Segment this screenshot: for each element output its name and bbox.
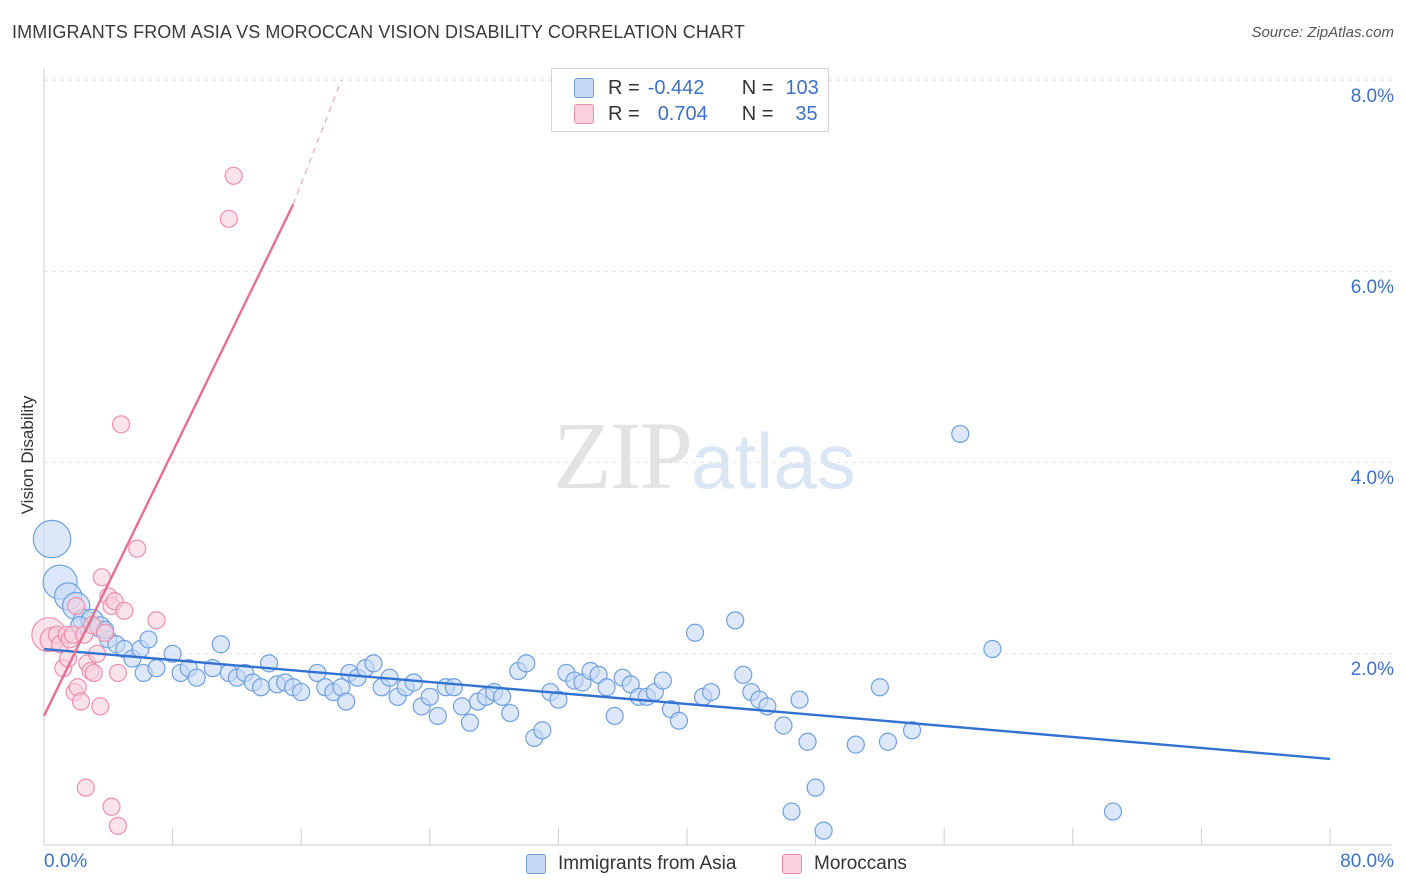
data-point-asia: [139, 630, 158, 649]
legend-n-label: N =: [741, 102, 774, 125]
x-tick-label-max: 80.0%: [1340, 851, 1394, 872]
correlation-legend: R = -0.442 N = 103 R = 0.704 N = 35: [551, 68, 829, 132]
data-point-asia: [798, 732, 817, 751]
data-point-asia: [806, 778, 825, 797]
data-point-moroccans: [108, 816, 128, 835]
data-point-asia: [337, 692, 356, 711]
series-swatch-moroccans: [782, 854, 802, 874]
data-point-asia: [292, 682, 311, 702]
data-point-asia: [782, 802, 801, 821]
data-point-asia: [1103, 802, 1123, 821]
data-point-asia: [669, 711, 689, 730]
data-point-asia: [814, 821, 833, 840]
data-point-asia: [533, 721, 552, 740]
series-legend: Immigrants from Asia Moroccans: [0, 851, 1406, 879]
series-label-moroccans: Moroccans: [814, 853, 907, 874]
trend-line-extension-moroccans: [292, 80, 342, 205]
data-point-asia: [428, 706, 447, 726]
data-point-asia: [364, 654, 383, 673]
data-point-asia: [653, 671, 672, 690]
data-point-moroccans: [91, 697, 110, 716]
legend-n-value: 35: [795, 102, 818, 125]
data-point-moroccans: [67, 596, 86, 616]
data-point-asia: [685, 623, 705, 642]
data-point-moroccans: [102, 797, 121, 816]
data-point-moroccans: [115, 601, 134, 620]
data-point-asia: [734, 665, 753, 684]
data-point-asia: [726, 611, 745, 630]
data-point-moroccans: [71, 692, 91, 711]
series-swatch-asia: [526, 854, 546, 874]
series-legend-item-moroccans[interactable]: Moroccans: [782, 853, 907, 875]
data-point-asia: [32, 519, 72, 559]
data-point-asia: [983, 639, 1002, 659]
data-point-moroccans: [219, 209, 238, 228]
data-point-asia: [251, 678, 271, 697]
data-point-asia: [147, 659, 166, 678]
source-label: Source: ZipAtlas.com: [1251, 24, 1394, 41]
data-point-asia: [790, 690, 809, 709]
data-point-asia: [444, 678, 464, 697]
data-point-moroccans: [224, 166, 243, 185]
data-point-asia: [605, 706, 624, 726]
legend-n-value: 103: [785, 76, 819, 99]
data-point-asia: [493, 687, 512, 706]
legend-n-label: N =: [741, 76, 774, 99]
data-point-asia: [501, 703, 520, 723]
legend-r-label: R =: [608, 102, 640, 125]
data-point-asia: [549, 690, 568, 709]
data-point-asia: [517, 654, 536, 673]
legend-r-value: -0.442: [647, 76, 705, 99]
data-point-moroccans: [112, 415, 131, 434]
data-point-moroccans: [84, 663, 103, 683]
series-legend-item-asia[interactable]: Immigrants from Asia: [526, 853, 736, 875]
y-tick-label: 8.0%: [1350, 86, 1394, 107]
y-tick-label: 4.0%: [1350, 468, 1394, 489]
data-point-asia: [404, 673, 423, 692]
data-point-moroccans: [108, 663, 128, 683]
trend-line-moroccans: [42, 203, 295, 717]
legend-row-moroccans: R = 0.704 N = 35: [574, 102, 818, 126]
legend-r-label: R =: [608, 76, 640, 99]
legend-swatch-asia: [574, 78, 594, 98]
y-tick-label: 2.0%: [1350, 659, 1394, 680]
watermark-zip: ZIP: [553, 402, 693, 509]
data-point-asia: [774, 716, 793, 735]
chart-title: IMMIGRANTS FROM ASIA VS MOROCCAN VISION …: [12, 22, 745, 42]
watermark: ZIPatlas: [553, 400, 856, 511]
legend-r-value: 0.704: [657, 102, 708, 125]
data-point-asia: [846, 735, 865, 754]
data-point-asia: [420, 687, 439, 706]
data-point-asia: [597, 678, 616, 697]
x-tick-label-min: 0.0%: [44, 851, 88, 872]
data-point-asia: [951, 424, 970, 444]
data-point-asia: [870, 678, 890, 697]
data-point-asia: [702, 682, 721, 702]
data-point-asia: [452, 697, 472, 716]
data-point-asia: [163, 644, 182, 663]
y-tick-label: 6.0%: [1350, 277, 1394, 298]
legend-row-asia: R = -0.442 N = 103: [574, 76, 819, 100]
trend-line-asia: [43, 647, 1331, 761]
legend-swatch-moroccans: [574, 104, 594, 124]
data-point-moroccans: [147, 611, 166, 630]
data-point-asia: [878, 732, 898, 751]
data-point-moroccans: [95, 623, 115, 642]
data-point-asia: [211, 635, 230, 654]
data-point-asia: [902, 721, 922, 740]
data-point-asia: [460, 713, 480, 732]
data-point-moroccans: [76, 778, 95, 797]
watermark-atlas: atlas: [691, 417, 856, 505]
data-point-asia: [187, 668, 206, 687]
series-label-asia: Immigrants from Asia: [558, 853, 737, 874]
data-point-moroccans: [128, 539, 147, 558]
